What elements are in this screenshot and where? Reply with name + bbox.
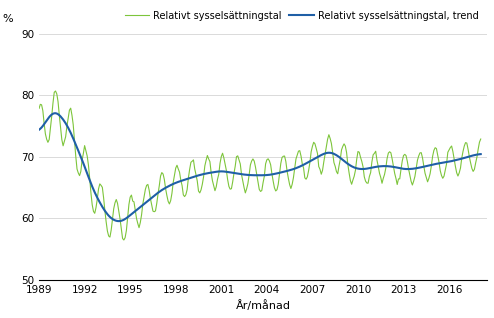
- Relativt sysselsättningstal: [121, 238, 127, 242]
- Relativt sysselsättningstal: [299, 162, 305, 166]
- Relativt sysselsättningstal: [274, 188, 280, 192]
- Legend: Relativt sysselsättningstal, Relativt sysselsättningstal, trend: Relativt sysselsättningstal, Relativt sy…: [121, 7, 482, 24]
- Relativt sysselsättningstal, trend: [461, 156, 467, 160]
- Relativt sysselsättningstal, trend: [156, 190, 162, 194]
- Line: Relativt sysselsättningstal, trend: Relativt sysselsättningstal, trend: [39, 113, 481, 221]
- Relativt sysselsättningstal, trend: [116, 219, 122, 223]
- Relativt sysselsättningstal, trend: [36, 128, 42, 132]
- Relativt sysselsättningstal: [478, 137, 484, 141]
- Relativt sysselsättningstal, trend: [52, 111, 58, 115]
- Relativt sysselsättningstal, trend: [274, 171, 280, 175]
- Relativt sysselsättningstal, trend: [243, 173, 248, 176]
- Relativt sysselsättningstal: [36, 107, 42, 110]
- Relativt sysselsättningstal: [474, 155, 480, 159]
- Relativt sysselsättningstal: [461, 144, 467, 148]
- Line: Relativt sysselsättningstal: Relativt sysselsättningstal: [39, 91, 481, 240]
- Relativt sysselsättningstal: [156, 184, 162, 188]
- Relativt sysselsättningstal, trend: [474, 153, 480, 156]
- Relativt sysselsättningstal, trend: [478, 152, 484, 156]
- Relativt sysselsättningstal, trend: [299, 163, 305, 167]
- X-axis label: År/månad: År/månad: [236, 300, 290, 311]
- Relativt sysselsättningstal: [52, 89, 58, 93]
- Y-axis label: %: %: [2, 14, 13, 24]
- Relativt sysselsättningstal: [243, 191, 248, 195]
